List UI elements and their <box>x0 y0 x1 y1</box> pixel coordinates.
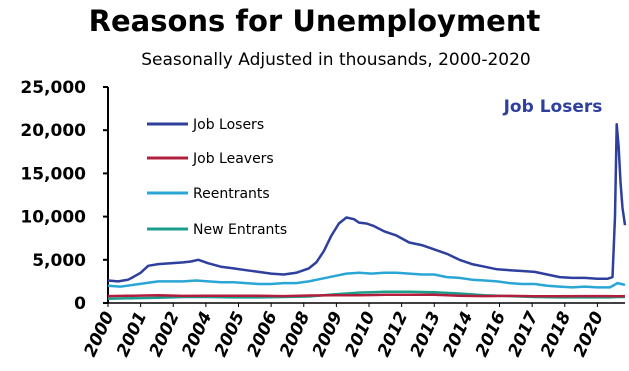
series-line-job-losers <box>107 122 627 283</box>
chart-title: Reasons for Unemployment <box>88 4 541 38</box>
series-line-reentrants <box>107 271 626 289</box>
y-tick-label: 20,000 <box>20 121 86 141</box>
chart-subtitle: Seasonally Adjusted in thousands, 2000-2… <box>141 50 531 70</box>
legend-label-reentrants: Reentrants <box>193 186 270 202</box>
series-annotation: Job Losers <box>503 97 603 117</box>
y-tick-label: 0 <box>74 294 86 314</box>
legend-label-job-losers: Job Losers <box>192 117 264 133</box>
y-tick-label: 25,000 <box>20 78 86 98</box>
legend-label-new-entrants: New Entrants <box>193 222 287 238</box>
y-tick-label: 10,000 <box>20 208 86 228</box>
x-tick-label: 2020 <box>570 309 608 360</box>
series-layer <box>107 122 627 300</box>
legend-label-job-leavers: Job Leavers <box>192 151 274 167</box>
y-tick-label: 15,000 <box>20 164 86 184</box>
axes: 05,00010,00015,00020,00025,0002000200120… <box>20 78 625 360</box>
y-tick-label: 5,000 <box>32 251 86 271</box>
legend: Job Losers Job Leavers Reentrants New Entra… <box>147 117 287 238</box>
series-line-job-leavers <box>107 293 626 298</box>
